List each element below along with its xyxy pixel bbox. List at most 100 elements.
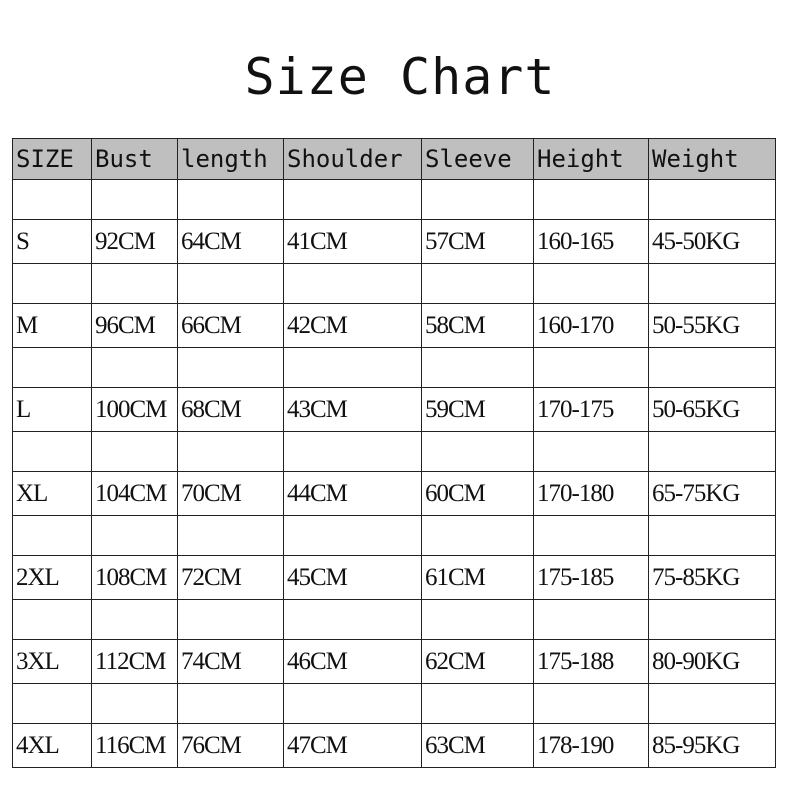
cell-height: 175-185 <box>533 555 649 600</box>
cell-weight: 50-65KG <box>648 387 776 432</box>
cell-length: 64CM <box>177 219 284 264</box>
empty-cell <box>421 599 534 640</box>
empty-cell <box>283 515 422 556</box>
empty-cell <box>421 683 534 724</box>
cell-bust: 100CM <box>91 387 178 432</box>
empty-cell <box>648 347 776 388</box>
cell-sleeve: 60CM <box>421 471 534 516</box>
empty-cell <box>648 263 776 304</box>
spacer-row <box>12 263 776 304</box>
cell-bust: 96CM <box>91 303 178 348</box>
empty-cell <box>648 599 776 640</box>
column-header-shoulder: Shoulder <box>283 138 422 180</box>
cell-size: M <box>12 303 92 348</box>
cell-size: XL <box>12 471 92 516</box>
empty-cell <box>533 263 649 304</box>
empty-cell <box>177 347 284 388</box>
cell-bust: 108CM <box>91 555 178 600</box>
spacer-row <box>12 179 776 220</box>
empty-cell <box>533 347 649 388</box>
cell-bust: 92CM <box>91 219 178 264</box>
cell-length: 70CM <box>177 471 284 516</box>
empty-cell <box>283 179 422 220</box>
empty-cell <box>648 431 776 472</box>
cell-height: 178-190 <box>533 723 649 768</box>
empty-cell <box>177 515 284 556</box>
empty-cell <box>12 431 92 472</box>
cell-shoulder: 45CM <box>283 555 422 600</box>
table-row: 2XL 108CM 72CM 45CM 61CM 175-185 75-85KG <box>12 555 776 600</box>
empty-cell <box>91 515 178 556</box>
spacer-row <box>12 515 776 556</box>
cell-weight: 65-75KG <box>648 471 776 516</box>
empty-cell <box>91 263 178 304</box>
empty-cell <box>12 263 92 304</box>
spacer-row <box>12 599 776 640</box>
cell-length: 66CM <box>177 303 284 348</box>
empty-cell <box>91 599 178 640</box>
table-row: XL 104CM 70CM 44CM 60CM 170-180 65-75KG <box>12 471 776 516</box>
spacer-row <box>12 347 776 388</box>
cell-weight: 75-85KG <box>648 555 776 600</box>
cell-bust: 104CM <box>91 471 178 516</box>
cell-sleeve: 58CM <box>421 303 534 348</box>
cell-shoulder: 42CM <box>283 303 422 348</box>
empty-cell <box>533 431 649 472</box>
column-header-length: length <box>177 138 284 180</box>
empty-cell <box>177 683 284 724</box>
empty-cell <box>421 179 534 220</box>
cell-length: 76CM <box>177 723 284 768</box>
cell-length: 72CM <box>177 555 284 600</box>
cell-size: 2XL <box>12 555 92 600</box>
table-row: 4XL 116CM 76CM 47CM 63CM 178-190 85-95KG <box>12 723 776 768</box>
empty-cell <box>648 179 776 220</box>
empty-cell <box>421 515 534 556</box>
empty-cell <box>421 431 534 472</box>
empty-cell <box>91 683 178 724</box>
spacer-row <box>12 683 776 724</box>
page-title: Size Chart <box>244 48 556 106</box>
empty-cell <box>283 683 422 724</box>
column-header-size: SIZE <box>12 138 92 180</box>
size-table: SIZE Bust length Shoulder Sleeve Height Weight… <box>12 138 776 768</box>
empty-cell <box>177 179 284 220</box>
empty-cell <box>91 179 178 220</box>
cell-height: 170-180 <box>533 471 649 516</box>
cell-height: 170-175 <box>533 387 649 432</box>
empty-cell <box>533 515 649 556</box>
empty-cell <box>283 347 422 388</box>
empty-cell <box>283 599 422 640</box>
empty-cell <box>177 599 284 640</box>
empty-cell <box>12 683 92 724</box>
cell-sleeve: 59CM <box>421 387 534 432</box>
empty-cell <box>12 347 92 388</box>
cell-size: 4XL <box>12 723 92 768</box>
cell-bust: 116CM <box>91 723 178 768</box>
empty-cell <box>91 347 178 388</box>
cell-sleeve: 62CM <box>421 639 534 684</box>
table-row: M 96CM 66CM 42CM 58CM 160-170 50-55KG <box>12 303 776 348</box>
cell-length: 74CM <box>177 639 284 684</box>
cell-shoulder: 44CM <box>283 471 422 516</box>
empty-cell <box>533 179 649 220</box>
table-row: L 100CM 68CM 43CM 59CM 170-175 50-65KG <box>12 387 776 432</box>
empty-cell <box>12 599 92 640</box>
table-row: 3XL 112CM 74CM 46CM 62CM 175-188 80-90KG <box>12 639 776 684</box>
empty-cell <box>533 599 649 640</box>
cell-size: S <box>12 219 92 264</box>
cell-size: L <box>12 387 92 432</box>
empty-cell <box>12 515 92 556</box>
cell-weight: 85-95KG <box>648 723 776 768</box>
cell-weight: 50-55KG <box>648 303 776 348</box>
empty-cell <box>648 515 776 556</box>
cell-size: 3XL <box>12 639 92 684</box>
header-row: SIZE Bust length Shoulder Sleeve Height Weight <box>12 138 776 180</box>
column-header-height: Height <box>533 138 649 180</box>
column-header-bust: Bust <box>91 138 178 180</box>
spacer-row <box>12 431 776 472</box>
empty-cell <box>177 263 284 304</box>
empty-cell <box>648 683 776 724</box>
cell-height: 160-165 <box>533 219 649 264</box>
table-row: S 92CM 64CM 41CM 57CM 160-165 45-50KG <box>12 219 776 264</box>
cell-shoulder: 43CM <box>283 387 422 432</box>
